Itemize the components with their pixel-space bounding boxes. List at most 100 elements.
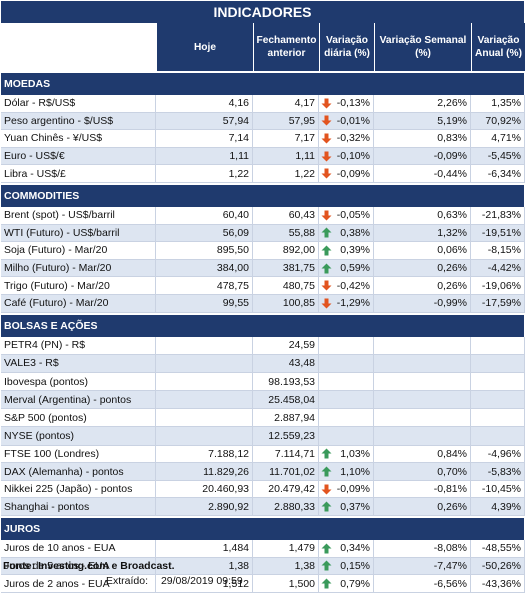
table-row: Peso argentino - $/US$ 57,94 57,95 -0,01% 5,… bbox=[1, 112, 525, 131]
value-var-diaria bbox=[319, 409, 374, 428]
arrow-placeholder bbox=[321, 358, 332, 369]
value-var-semanal: -0,99% bbox=[374, 294, 471, 313]
footer-source: Fonte: Investing.com e Broadcast. bbox=[3, 560, 175, 572]
value-hoje: 478,75 bbox=[156, 277, 253, 295]
value-var-anual bbox=[471, 354, 525, 373]
row-label: PETR4 (PN) - R$ bbox=[1, 336, 156, 355]
value-hoje: 1,22 bbox=[156, 165, 253, 183]
value-var-anual: 4,71% bbox=[471, 130, 525, 148]
value-var-semanal bbox=[374, 336, 471, 355]
row-label: Café (Futuro) - Mar/20 bbox=[1, 294, 156, 313]
table-row: Soja (Futuro) - Mar/20 895,50 892,00 0,39% 0… bbox=[1, 242, 525, 260]
value-var-semanal bbox=[374, 354, 471, 373]
value-hoje bbox=[156, 372, 253, 392]
table-row: Nikkei 225 (Japão) - pontos 20.460,93 20.4… bbox=[1, 480, 525, 499]
table-row: Juros de 10 anos - EUA 1,484 1,479 0,34% -8,… bbox=[1, 540, 525, 558]
value-var-diaria: 1,03% bbox=[319, 445, 374, 464]
arrow-down-icon bbox=[321, 210, 332, 221]
row-label: Euro - US$/€ bbox=[1, 147, 156, 166]
table-header: Hoje Fechamento anterior Variação diária… bbox=[1, 23, 525, 71]
value-fechamento: 55,88 bbox=[253, 224, 319, 243]
value-fechamento: 1,38 bbox=[253, 557, 319, 576]
var-diaria-text: -1,29% bbox=[336, 297, 370, 310]
value-var-diaria bbox=[319, 391, 374, 410]
value-var-diaria: -0,01% bbox=[319, 112, 374, 131]
value-hoje: 60,40 bbox=[156, 206, 253, 225]
value-var-anual bbox=[471, 427, 525, 446]
row-label: Merval (Argentina) - pontos bbox=[1, 391, 156, 410]
row-label: WTI (Futuro) - US$/barril bbox=[1, 224, 156, 243]
value-var-diaria: -1,29% bbox=[319, 294, 374, 313]
value-var-semanal: 0,26% bbox=[374, 498, 471, 517]
value-var-semanal: 0,63% bbox=[374, 206, 471, 225]
value-fechamento: 20.479,42 bbox=[253, 480, 319, 499]
var-diaria-text: 0,39% bbox=[340, 244, 370, 257]
value-var-semanal: -0,81% bbox=[374, 480, 471, 499]
arrow-up-icon bbox=[321, 263, 332, 274]
table-row: Euro - US$/€ 1,11 1,11 -0,10% -0,09% -5,45% bbox=[1, 147, 525, 166]
value-var-anual: -21,83% bbox=[471, 206, 525, 225]
extracted-label: Extraído: bbox=[106, 575, 149, 587]
var-diaria-text: 1,10% bbox=[340, 465, 370, 478]
section-header: JUROS bbox=[1, 518, 524, 541]
value-fechamento: 12.559,23 bbox=[253, 427, 319, 446]
value-hoje: 4,16 bbox=[156, 95, 253, 113]
table-row: Brent (spot) - US$/barril 60,40 60,43 -0,05… bbox=[1, 206, 525, 225]
value-var-anual: -19,06% bbox=[471, 277, 525, 295]
value-var-semanal: -0,09% bbox=[374, 147, 471, 166]
value-fechamento: 100,85 bbox=[253, 294, 319, 313]
table-row: PETR4 (PN) - R$ 24,59 bbox=[1, 336, 525, 355]
table-row: Dólar - R$/US$ 4,16 4,17 -0,13% 2,26% 1,35% bbox=[1, 95, 525, 113]
value-hoje bbox=[156, 354, 253, 373]
header-var-semanal: Variação Semanal (%) bbox=[374, 23, 471, 71]
var-diaria-text: -0,05% bbox=[336, 209, 370, 222]
value-var-diaria: 0,59% bbox=[319, 259, 374, 278]
header-fechamento: Fechamento anterior bbox=[253, 23, 319, 71]
table-row: WTI (Futuro) - US$/barril 56,09 55,88 0,38%… bbox=[1, 224, 525, 243]
value-var-diaria: -0,05% bbox=[319, 206, 374, 225]
row-label: Shanghai - pontos bbox=[1, 498, 156, 517]
value-var-diaria: 0,15% bbox=[319, 557, 374, 576]
value-fechamento: 1,500 bbox=[253, 575, 319, 593]
var-diaria-text: 0,37% bbox=[340, 500, 370, 513]
var-diaria-text: -0,10% bbox=[336, 150, 370, 163]
arrow-up-icon bbox=[321, 448, 332, 459]
value-hoje: 2.890,92 bbox=[156, 498, 253, 517]
value-var-semanal: 0,06% bbox=[374, 242, 471, 260]
row-label: FTSE 100 (Londres) bbox=[1, 445, 156, 464]
section-header: BOLSAS E AÇÕES bbox=[1, 314, 524, 337]
value-var-semanal: 5,19% bbox=[374, 112, 471, 131]
value-fechamento: 892,00 bbox=[253, 242, 319, 260]
value-hoje bbox=[156, 391, 253, 410]
value-fechamento: 25.458,04 bbox=[253, 391, 319, 410]
table-row: Juros de 5 anos - EUA 1,38 1,38 0,15% -7,47%… bbox=[1, 557, 525, 576]
value-var-semanal: 0,26% bbox=[374, 277, 471, 295]
table-row: Juros de 2 anos - EUA 1,512 1,500 0,79% -6,5… bbox=[1, 575, 525, 593]
row-label: Peso argentino - $/US$ bbox=[1, 112, 156, 131]
row-label: Soja (Futuro) - Mar/20 bbox=[1, 242, 156, 260]
var-diaria-text: -0,42% bbox=[336, 279, 370, 292]
header-blank bbox=[1, 23, 156, 71]
value-fechamento: 2.887,94 bbox=[253, 409, 319, 428]
var-diaria-text: -0,32% bbox=[336, 132, 370, 145]
value-var-anual: 1,35% bbox=[471, 95, 525, 113]
table-row: NYSE (pontos) 12.559,23 bbox=[1, 427, 525, 446]
value-var-diaria: 0,39% bbox=[319, 242, 374, 260]
value-var-anual: -10,45% bbox=[471, 480, 525, 499]
arrow-down-icon bbox=[321, 98, 332, 109]
value-hoje bbox=[156, 427, 253, 446]
footer-source-text: Fonte: Investing.com e Broadcast. bbox=[3, 560, 175, 572]
value-fechamento: 11.701,02 bbox=[253, 463, 319, 481]
value-hoje: 895,50 bbox=[156, 242, 253, 260]
value-fechamento: 24,59 bbox=[253, 336, 319, 355]
arrow-placeholder bbox=[321, 376, 332, 387]
footer-extracted: Extraído: 29/08/2019 09:59 bbox=[106, 575, 243, 587]
table-row: Libra - US$/£ 1,22 1,22 -0,09% -0,44% -6,34% bbox=[1, 165, 525, 183]
value-fechamento: 98.193,53 bbox=[253, 372, 319, 392]
table-row: Milho (Futuro) - Mar/20 384,00 381,75 0,59%… bbox=[1, 259, 525, 278]
arrow-down-icon bbox=[321, 280, 332, 291]
value-var-semanal bbox=[374, 391, 471, 410]
row-label: Dólar - R$/US$ bbox=[1, 95, 156, 113]
value-fechamento: 2.880,33 bbox=[253, 498, 319, 517]
value-fechamento: 4,17 bbox=[253, 95, 319, 113]
